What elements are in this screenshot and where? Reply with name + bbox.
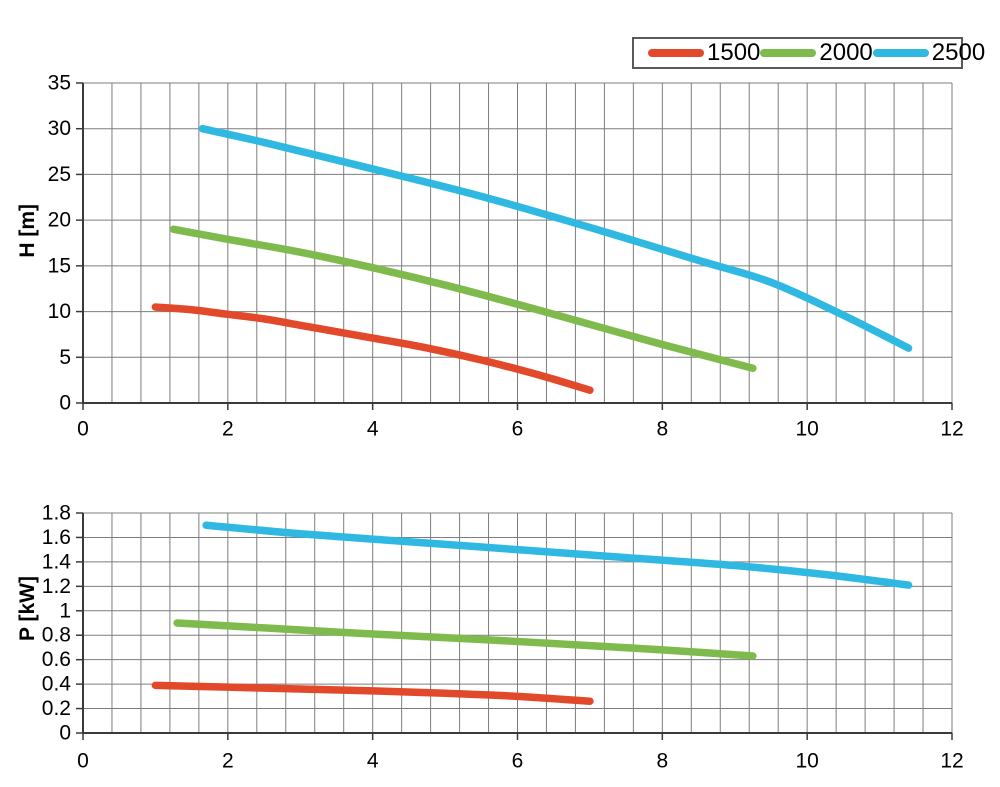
y-tick-label: 35 bbox=[48, 72, 71, 95]
y-tick-label: 15 bbox=[48, 254, 71, 277]
y-tick-label: 5 bbox=[59, 346, 71, 369]
y-tick-label: 1.4 bbox=[42, 550, 72, 573]
y-tick-label: 0 bbox=[59, 722, 71, 745]
x-tick-label: 8 bbox=[656, 750, 668, 773]
y-tick-label: 0.6 bbox=[42, 648, 71, 671]
x-tick-label: 2 bbox=[222, 750, 234, 773]
series-2500-curve bbox=[198, 124, 913, 352]
y-tick-label: 1.6 bbox=[42, 526, 71, 549]
legend-item-2500: 2500 bbox=[872, 39, 986, 66]
legend-label: 2000 bbox=[819, 39, 873, 66]
x-tick-label: 0 bbox=[77, 418, 89, 441]
x-tick-label: 8 bbox=[656, 418, 668, 441]
y-tick-label: 30 bbox=[48, 117, 71, 140]
x-tick-label: 10 bbox=[795, 418, 818, 441]
y-tick-label: 25 bbox=[48, 163, 71, 186]
y-tick-label: 0 bbox=[59, 392, 71, 415]
legend-item-1500: 1500 bbox=[648, 41, 760, 65]
y-tick-label: 10 bbox=[48, 300, 71, 323]
series-1500-curve bbox=[151, 303, 594, 394]
y-tick-label: 0.8 bbox=[42, 624, 71, 647]
x-tick-label: 2 bbox=[222, 418, 234, 441]
x-tick-label: 4 bbox=[367, 750, 379, 773]
legend-swatch-1500 bbox=[648, 49, 704, 57]
series-2000-curve bbox=[173, 619, 757, 660]
x-tick-label: 12 bbox=[940, 750, 963, 773]
y-tick-label: 1.8 bbox=[42, 502, 71, 525]
series-2000-curve bbox=[169, 225, 757, 373]
y-tick-label: 1.2 bbox=[42, 575, 71, 598]
legend-swatch-2000 bbox=[760, 49, 817, 57]
legend-swatch-2500 bbox=[872, 49, 929, 57]
x-tick-label: 6 bbox=[512, 418, 524, 441]
y-tick-label: 20 bbox=[48, 209, 71, 232]
x-tick-label: 6 bbox=[512, 750, 524, 773]
legend-box: 1500 2000 2500 bbox=[632, 37, 985, 69]
x-tick-label: 10 bbox=[795, 750, 818, 773]
y-tick-label: 1 bbox=[59, 599, 71, 622]
legend-label: 1500 bbox=[707, 39, 761, 66]
x-tick-label: 4 bbox=[367, 418, 379, 441]
x-tick-label: 0 bbox=[77, 750, 89, 773]
y-tick-label: 0.4 bbox=[42, 673, 72, 696]
legend-item-2000: 2000 bbox=[760, 39, 873, 66]
series-1500-curve bbox=[151, 681, 594, 705]
y-tick-label: 0.2 bbox=[42, 697, 71, 720]
head-axis-title: H [m] bbox=[16, 204, 39, 258]
legend-label: 2500 bbox=[931, 39, 986, 66]
x-tick-label: 12 bbox=[940, 418, 963, 441]
power-axis-title: P [kW] bbox=[16, 576, 39, 641]
series-2500-curve bbox=[202, 521, 913, 589]
